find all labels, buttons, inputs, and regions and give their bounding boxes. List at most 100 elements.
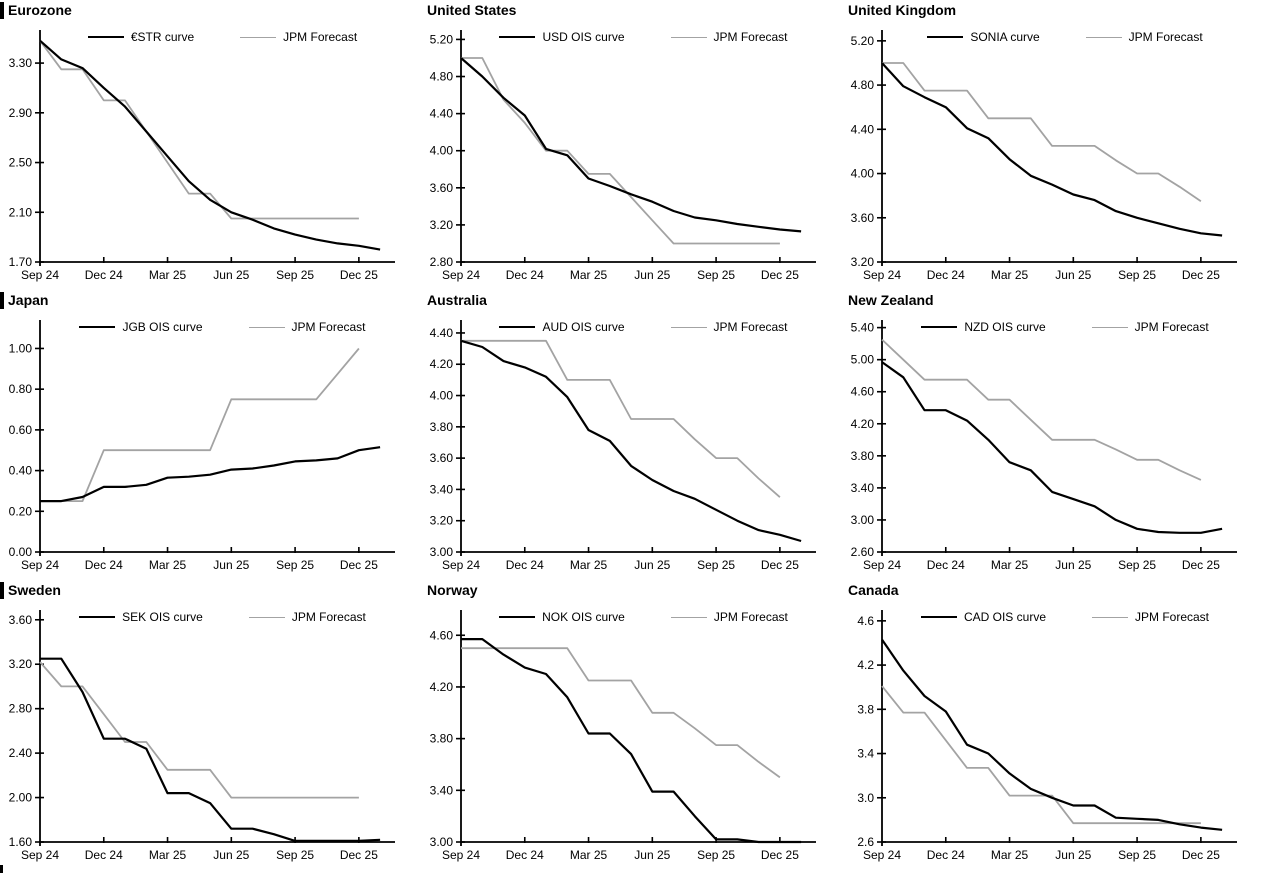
svg-text:5.40: 5.40 (851, 321, 875, 335)
svg-text:4.20: 4.20 (430, 680, 454, 694)
svg-text:0.40: 0.40 (9, 464, 33, 478)
svg-text:3.60: 3.60 (9, 613, 33, 627)
svg-text:Dec 25: Dec 25 (340, 558, 378, 572)
chart-japan: Japan JGB OIS curve JPM Forecast 0.00 0.20… (0, 290, 421, 580)
svg-text:Sep 24: Sep 24 (21, 268, 59, 282)
svg-text:3.00: 3.00 (851, 513, 875, 527)
chart-title: Canada (848, 582, 899, 598)
svg-text:1.00: 1.00 (9, 341, 33, 355)
chart-title-row: United States (421, 0, 842, 24)
svg-text:3.20: 3.20 (851, 255, 875, 269)
svg-text:3.80: 3.80 (851, 449, 875, 463)
chart-title-row: United Kingdom (842, 0, 1264, 24)
chart-canada: Canada CAD OIS curve JPM Forecast 2.6 3.0 3… (842, 580, 1264, 873)
plot-area: SEK OIS curve JPM Forecast 1.60 2.00 2.40 2.… (0, 604, 421, 872)
chart-title-row: Sweden (0, 580, 421, 604)
svg-text:Dec 25: Dec 25 (761, 268, 799, 282)
svg-text:3.20: 3.20 (430, 218, 454, 232)
chart-canvas: 3.00 3.20 3.40 3.60 3.80 4.00 4.20 4.40 Sep 24 De… (430, 320, 816, 572)
chart-canvas: 0.00 0.20 0.40 0.60 0.80 1.00 Sep 24 Dec 24 Mar … (9, 320, 395, 572)
chart-canvas: 2.6 3.0 3.4 3.8 4.2 4.6 Sep 24 Dec 24 Mar 25 Jun … (857, 610, 1237, 862)
chart-title-row: Australia (421, 290, 842, 314)
svg-text:Sep 24: Sep 24 (442, 848, 480, 862)
plot-area: CAD OIS curve JPM Forecast 2.6 3.0 3.4 3.8 4.… (842, 604, 1264, 872)
chart-canvas: 3.00 3.40 3.80 4.20 4.60 Sep 24 Dec 24 Mar 25 Ju… (430, 610, 816, 862)
svg-text:Mar 25: Mar 25 (149, 268, 187, 282)
svg-text:3.30: 3.30 (9, 56, 33, 70)
svg-text:Dec 25: Dec 25 (340, 268, 378, 282)
chart-title: United Kingdom (848, 2, 957, 18)
svg-text:Jun 25: Jun 25 (1055, 558, 1091, 572)
chart-norway: Norway NOK OIS curve JPM Forecast 3.00 3.4… (421, 580, 842, 873)
svg-text:Dec 25: Dec 25 (1182, 268, 1220, 282)
svg-text:2.90: 2.90 (9, 106, 33, 120)
svg-text:Sep 24: Sep 24 (863, 268, 901, 282)
chart-sweden: Sweden SEK OIS curve JPM Forecast 1.60 2.0… (0, 580, 421, 873)
chart-eurozone: Eurozone €STR curve JPM Forecast 1.70 2.10… (0, 0, 421, 290)
svg-text:5.00: 5.00 (851, 353, 875, 367)
svg-text:4.00: 4.00 (851, 167, 875, 181)
chart-title-row: Canada (842, 580, 1264, 604)
svg-text:0.60: 0.60 (9, 423, 33, 437)
svg-text:Dec 25: Dec 25 (761, 558, 799, 572)
plot-area: JGB OIS curve JPM Forecast 0.00 0.20 0.40 0.… (0, 314, 421, 580)
svg-text:4.80: 4.80 (430, 70, 454, 84)
svg-text:3.40: 3.40 (430, 783, 454, 797)
svg-text:3.0: 3.0 (857, 791, 874, 805)
svg-text:Mar 25: Mar 25 (149, 558, 187, 572)
svg-text:2.60: 2.60 (851, 545, 875, 559)
chart-canvas: 2.60 3.00 3.40 3.80 4.20 4.60 5.00 5.40 Sep 24 De… (851, 320, 1237, 572)
svg-text:Dec 24: Dec 24 (85, 558, 123, 572)
section-bar (0, 292, 4, 309)
svg-text:2.6: 2.6 (857, 835, 874, 849)
svg-text:Dec 25: Dec 25 (761, 848, 799, 862)
plot-area: SONIA curve JPM Forecast 3.20 3.60 4.00 4.40… (842, 24, 1264, 290)
plot-area: USD OIS curve JPM Forecast 2.80 3.20 3.60 4.… (421, 24, 842, 290)
svg-text:1.60: 1.60 (9, 835, 33, 849)
svg-text:3.80: 3.80 (430, 732, 454, 746)
svg-text:Mar 25: Mar 25 (570, 558, 608, 572)
svg-text:Sep 25: Sep 25 (276, 558, 314, 572)
svg-text:1.70: 1.70 (9, 255, 33, 269)
svg-text:3.40: 3.40 (430, 482, 454, 496)
svg-text:Mar 25: Mar 25 (570, 268, 608, 282)
svg-text:3.8: 3.8 (857, 702, 874, 716)
svg-text:4.00: 4.00 (430, 389, 454, 403)
svg-text:Jun 25: Jun 25 (213, 558, 249, 572)
chart-canvas: 1.60 2.00 2.40 2.80 3.20 3.60 Sep 24 Dec 24 Mar … (9, 610, 395, 862)
section-bar-partial (0, 865, 3, 873)
svg-text:Jun 25: Jun 25 (1055, 848, 1091, 862)
chart-title-row: New Zealand (842, 290, 1264, 314)
svg-text:Jun 25: Jun 25 (634, 268, 670, 282)
svg-text:3.40: 3.40 (851, 481, 875, 495)
chart-canvas: 3.20 3.60 4.00 4.40 4.80 5.20 Sep 24 Dec 24 Mar … (851, 30, 1237, 282)
svg-text:Sep 25: Sep 25 (697, 848, 735, 862)
svg-text:4.40: 4.40 (851, 122, 875, 136)
svg-text:Sep 25: Sep 25 (1118, 268, 1156, 282)
svg-text:2.40: 2.40 (9, 746, 33, 760)
svg-text:Dec 24: Dec 24 (506, 558, 544, 572)
svg-text:4.6: 4.6 (857, 614, 874, 628)
svg-text:4.20: 4.20 (851, 417, 875, 431)
section-bar (0, 582, 4, 599)
svg-text:4.40: 4.40 (430, 107, 454, 121)
chart-title: Norway (427, 582, 478, 598)
svg-text:5.20: 5.20 (430, 32, 454, 46)
svg-text:Jun 25: Jun 25 (634, 848, 670, 862)
svg-text:Dec 24: Dec 24 (927, 848, 965, 862)
svg-text:4.2: 4.2 (857, 658, 874, 672)
svg-text:Dec 25: Dec 25 (340, 848, 378, 862)
svg-text:2.00: 2.00 (9, 791, 33, 805)
chart-australia: Australia AUD OIS curve JPM Forecast 3.00… (421, 290, 842, 580)
section-bar (0, 2, 4, 19)
svg-text:0.80: 0.80 (9, 382, 33, 396)
chart-canvas: 1.70 2.10 2.50 2.90 3.30 Sep 24 Dec 24 Mar 25 Ju… (9, 30, 395, 282)
svg-text:Mar 25: Mar 25 (991, 268, 1029, 282)
chart-united-states: United States USD OIS curve JPM Forecast … (421, 0, 842, 290)
svg-text:Sep 25: Sep 25 (276, 268, 314, 282)
svg-text:Jun 25: Jun 25 (213, 848, 249, 862)
svg-text:4.40: 4.40 (430, 326, 454, 340)
svg-text:Sep 25: Sep 25 (276, 848, 314, 862)
svg-text:3.60: 3.60 (430, 451, 454, 465)
svg-text:Dec 25: Dec 25 (1182, 848, 1220, 862)
